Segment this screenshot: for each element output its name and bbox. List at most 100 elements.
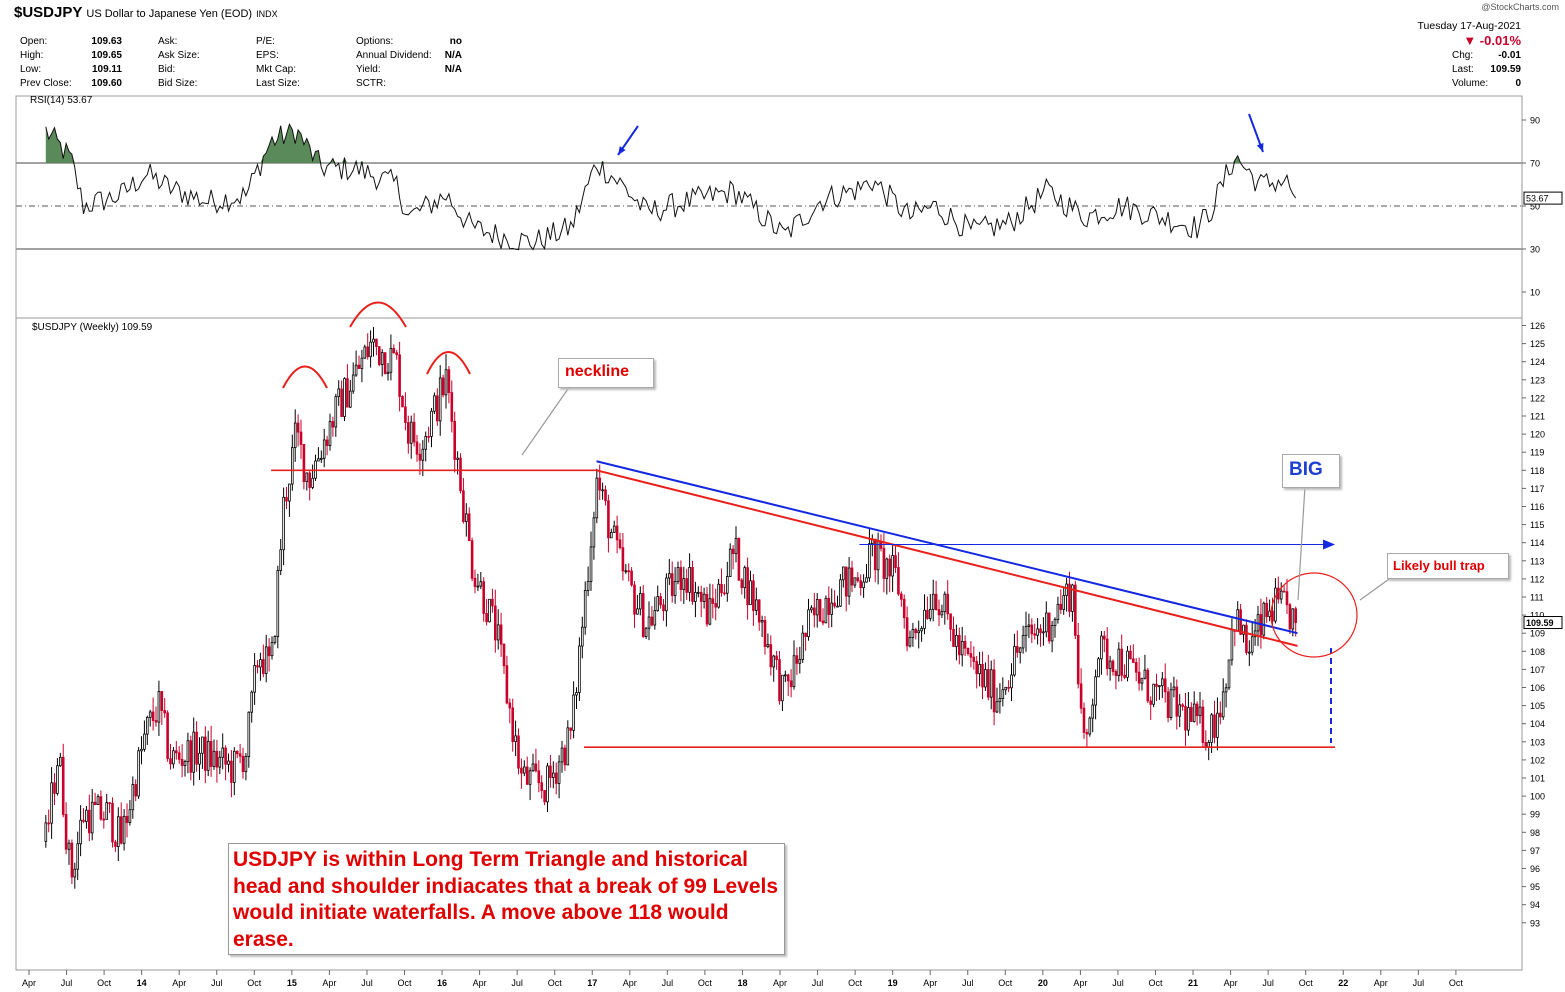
price-candle: [795, 655, 799, 664]
price-candle: [1027, 624, 1031, 627]
price-candle: [554, 772, 558, 784]
price-candle: [940, 611, 944, 616]
price-candle: [412, 421, 416, 443]
price-candle: [372, 338, 375, 343]
quote-label: Volume:: [1452, 78, 1489, 89]
price-candle: [839, 579, 842, 607]
price-tick-label: 105: [1530, 701, 1545, 711]
x-tick-label: Jul: [962, 978, 974, 988]
price-candle: [569, 727, 573, 731]
price-candle: [786, 674, 790, 682]
price-candle: [523, 766, 526, 774]
price-candle: [409, 421, 413, 444]
price-candle: [560, 747, 564, 763]
quote-label: Annual Dividend:: [356, 50, 432, 61]
price-candle: [1120, 648, 1124, 676]
price-candle: [447, 369, 451, 393]
price-candle: [93, 801, 97, 805]
price-candle: [699, 591, 703, 602]
rsi-current-tag: [1523, 191, 1563, 205]
price-candle: [853, 577, 857, 586]
price-candle: [328, 421, 332, 446]
price-candle: [514, 735, 517, 742]
price-candle: [282, 496, 285, 551]
price-tick-label: 115: [1530, 520, 1544, 530]
price-candle: [592, 517, 596, 548]
price-tick-label: 109: [1530, 629, 1545, 639]
price-candle: [476, 585, 480, 588]
price-candle: [1181, 704, 1184, 707]
price-candle: [630, 570, 633, 586]
price-tick-label: 111: [1530, 593, 1544, 603]
quote-label: Chg:: [1452, 50, 1474, 61]
price-candle: [1013, 646, 1016, 676]
price-candle: [975, 661, 979, 675]
price-candle: [1018, 647, 1022, 653]
price-candle: [589, 546, 593, 582]
price-candle: [1190, 707, 1193, 722]
quote-value: 109.59: [1490, 64, 1521, 75]
price-candle: [610, 532, 613, 539]
price-candle: [726, 576, 729, 594]
price-candle: [279, 549, 283, 571]
x-tick-label: Apr: [923, 978, 937, 988]
price-candle: [363, 346, 367, 359]
price-candle: [1001, 689, 1005, 699]
price-candle: [421, 448, 425, 461]
price-tick-label: 107: [1530, 665, 1545, 675]
price-candle: [424, 435, 428, 450]
price-candle: [682, 578, 686, 590]
highlight-circle: [1270, 572, 1358, 658]
rsi-arrow-head-icon: [1256, 143, 1264, 152]
price-tick-label: 108: [1530, 647, 1545, 657]
price-candle: [311, 477, 314, 488]
price-candle: [505, 665, 509, 704]
price-candle: [859, 580, 863, 589]
price-candle: [981, 664, 984, 688]
price-candle: [499, 624, 503, 645]
price-candle: [697, 591, 700, 594]
price-candle: [691, 566, 694, 602]
price-candle: [760, 620, 764, 623]
price-candle: [357, 364, 361, 369]
price-tick-label: 113: [1530, 556, 1544, 566]
price-candle: [380, 352, 384, 365]
price-candle: [1169, 689, 1173, 718]
rsi-tick-label: 50: [1530, 202, 1540, 212]
x-tick-label: Apr: [473, 978, 487, 988]
price-candle: [305, 472, 309, 483]
price-candle: [386, 371, 390, 374]
price-candle: [1103, 635, 1106, 640]
x-tick-label: Apr: [1224, 978, 1238, 988]
price-candle: [1085, 732, 1089, 735]
price-candle: [1047, 612, 1051, 642]
price-candle: [1268, 610, 1271, 618]
price-candle: [131, 784, 135, 811]
price-candle: [360, 357, 364, 369]
price-candle: [546, 765, 549, 803]
x-tick-label: 20: [1038, 978, 1048, 988]
price-candle: [122, 815, 126, 844]
price-candle: [85, 809, 88, 822]
price-tick-label: 93: [1530, 918, 1540, 928]
price-candle: [238, 753, 242, 757]
price-candle: [198, 752, 201, 765]
price-candle: [644, 627, 648, 637]
price-candle: [583, 590, 587, 628]
x-tick-label: 19: [888, 978, 898, 988]
price-tick-label: 116: [1530, 502, 1544, 512]
x-tick-label: Apr: [1073, 978, 1087, 988]
rsi-tick-label: 10: [1530, 288, 1540, 298]
price-candle: [90, 801, 94, 834]
price-candle: [607, 500, 610, 539]
x-tick-label: Apr: [172, 978, 186, 988]
price-candle: [586, 581, 590, 591]
price-candle: [433, 395, 436, 412]
rsi-panel-frame: [15, 95, 1523, 319]
price-candle: [926, 609, 929, 619]
price-candle: [508, 702, 512, 709]
price-candle: [99, 796, 103, 820]
price-candle: [343, 378, 346, 417]
price-candle: [137, 750, 140, 797]
price-candle: [166, 712, 169, 759]
